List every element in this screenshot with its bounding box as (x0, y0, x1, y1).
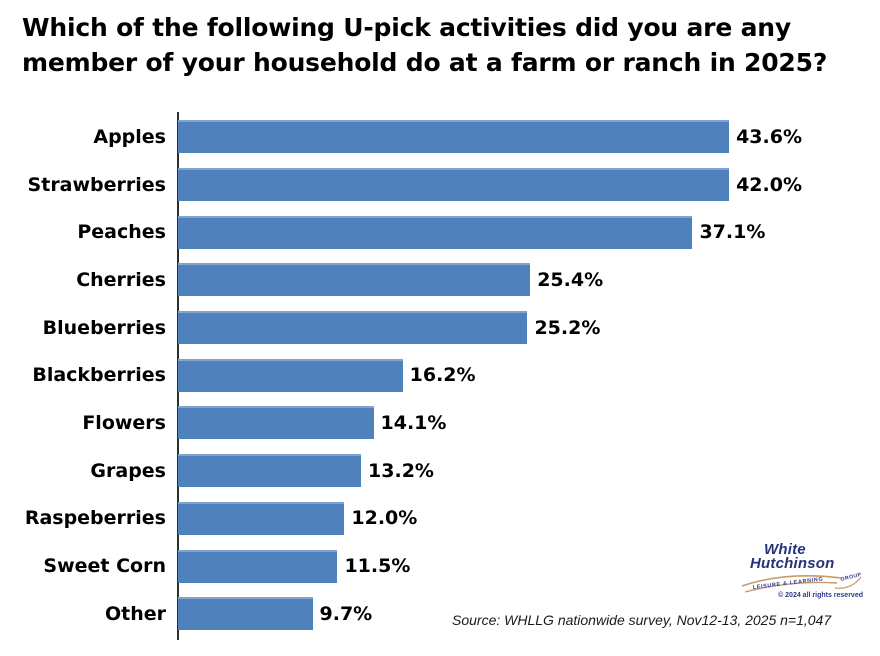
bar-track: 11.5% (178, 549, 802, 583)
bar (178, 168, 730, 202)
bar-track: 16.2% (178, 358, 802, 392)
value-label: 11.5% (344, 555, 411, 578)
swoosh-upper-curve (741, 575, 842, 587)
value-label: 25.4% (537, 268, 604, 291)
category-label: Flowers (82, 411, 166, 434)
logo-group-label: GROUP (840, 572, 862, 583)
bar-track: 42.0% (178, 168, 802, 202)
bar (178, 597, 313, 631)
chart-row: Strawberries 42.0% (0, 161, 880, 209)
value-label: 16.2% (409, 364, 476, 387)
bar-chart: Apples 43.6% Strawberries 42.0% Peaches … (0, 113, 880, 638)
category-label: Apples (93, 125, 166, 148)
chart-title-line-1: Which of the following U-pick activities… (22, 13, 791, 42)
chart-row: Blueberries 25.2% (0, 304, 880, 352)
source-note: Source: WHLLG nationwide survey, Nov12-1… (452, 612, 832, 628)
category-label: Cherries (76, 268, 166, 291)
bar-track: 9.7% (178, 597, 802, 631)
bar-track: 13.2% (178, 454, 802, 488)
category-label: Other (104, 602, 166, 625)
bar-track: 43.6% (178, 120, 802, 154)
category-label: Strawberries (27, 173, 166, 196)
bar (178, 263, 531, 297)
bar (178, 454, 362, 488)
chart-title-line-2: member of your household do at a farm or… (22, 48, 828, 77)
bar (178, 406, 374, 440)
logo-copyright: © 2024 all rights reserved (778, 592, 863, 599)
bar-track: 12.0% (178, 501, 802, 535)
white-hutchinson-logo: White Hutchinson LEISURE & LEARNING GROU… (741, 541, 863, 599)
chart-row: Grapes 13.2% (0, 447, 880, 495)
chart-row: Peaches 37.1% (0, 208, 880, 256)
value-label: 9.7% (319, 602, 373, 625)
bar (178, 120, 730, 154)
chart-row: Raspeberries 12.0% (0, 495, 880, 543)
category-label: Blueberries (42, 316, 166, 339)
chart-title: Which of the following U-pick activities… (22, 10, 827, 80)
category-label: Peaches (77, 221, 166, 244)
logo-word-hutchinson: Hutchinson (750, 555, 835, 572)
chart-row: Blackberries 16.2% (0, 351, 880, 399)
bar-track: 37.1% (178, 215, 802, 249)
bar (178, 311, 528, 345)
chart-row: Sweet Corn 11.5% (0, 542, 880, 590)
chart-row: Other 9.7% (0, 590, 880, 638)
chart-row: Cherries 25.4% (0, 256, 880, 304)
value-label: 37.1% (699, 221, 766, 244)
bar (178, 501, 345, 535)
category-label: Sweet Corn (43, 555, 166, 578)
bar-track: 14.1% (178, 406, 802, 440)
category-label: Blackberries (32, 364, 166, 387)
bar-track: 25.2% (178, 311, 802, 345)
bar-track: 25.4% (178, 263, 802, 297)
value-label: 12.0% (351, 507, 418, 530)
value-label: 13.2% (368, 459, 434, 482)
value-label: 43.6% (736, 125, 802, 148)
category-label: Grapes (90, 459, 166, 482)
bar (178, 215, 693, 249)
bar (178, 549, 338, 583)
swoosh-lower-curve (744, 581, 838, 593)
category-label: Raspeberries (24, 507, 166, 530)
logo-tagline: LEISURE & LEARNING (753, 576, 824, 591)
chart-row: Apples 43.6% (0, 113, 880, 161)
value-label: 25.2% (534, 316, 601, 339)
value-label: 42.0% (736, 173, 802, 196)
bar (178, 358, 403, 392)
value-label: 14.1% (380, 411, 447, 434)
swoosh-group-curve (834, 576, 862, 589)
chart-row: Flowers 14.1% (0, 399, 880, 447)
logo-word-white: White (764, 541, 806, 558)
logo-swoosh-graphic: LEISURE & LEARNING GROUP (741, 572, 862, 593)
